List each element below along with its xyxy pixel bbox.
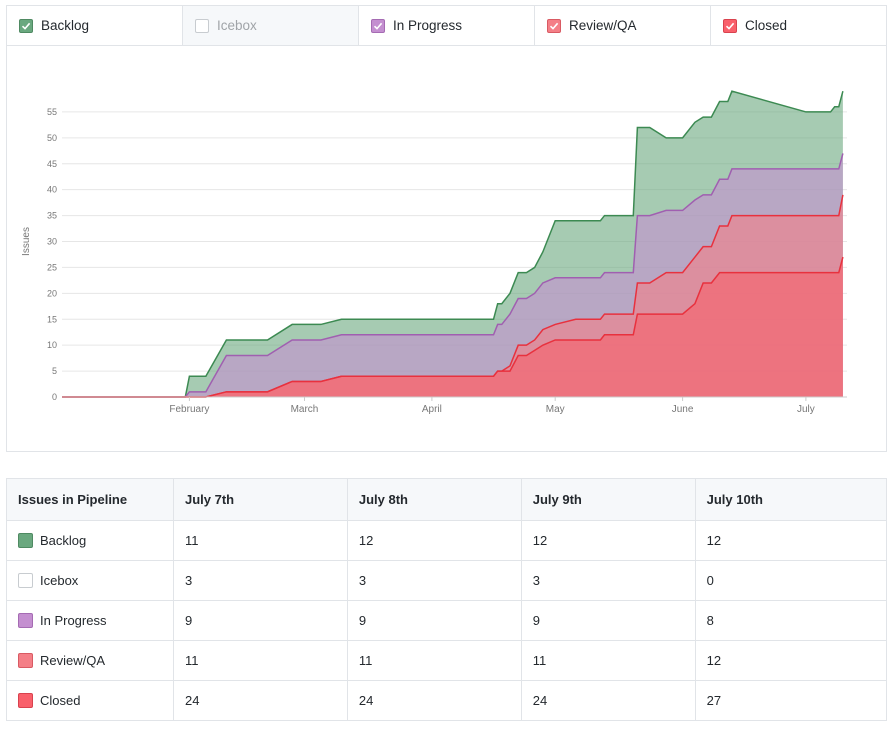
row-label: Closed [40, 693, 81, 708]
x-tick-label: February [169, 404, 209, 415]
y-tick-label: 0 [52, 392, 57, 402]
row-label-cell: Icebox [6, 560, 174, 601]
y-tick-label: 55 [47, 107, 57, 117]
table-row: Backlog 11 12 12 12 [6, 520, 888, 561]
table-cell: 11 [520, 640, 696, 681]
row-label-cell: Closed [6, 680, 174, 721]
legend-label: In Progress [393, 18, 463, 33]
table-cell: 9 [346, 600, 522, 641]
y-tick-label: 15 [47, 314, 57, 324]
chart-svg: 0 5 10 15 20 25 30 35 40 45 50 55 Issues February Marc… [21, 90, 847, 415]
row-label: Icebox [40, 573, 79, 588]
column-header: Issues in Pipeline [6, 478, 174, 521]
row-label: Backlog [40, 533, 87, 548]
y-tick-label: 35 [47, 211, 57, 221]
y-tick-label: 45 [47, 159, 57, 169]
y-tick-label: 10 [47, 340, 57, 350]
row-label-cell: In Progress [6, 600, 174, 641]
legend-toggle-in-progress[interactable]: In Progress [359, 6, 535, 45]
table-cell: 0 [694, 560, 888, 601]
table-row: Review/QA 11 11 11 12 [6, 640, 888, 681]
checkbox-checked-icon [19, 18, 33, 33]
y-tick-label: 25 [47, 262, 57, 272]
cumulative-flow-chart: 0 5 10 15 20 25 30 35 40 45 50 55 Issues February Marc… [6, 46, 887, 452]
x-tick-label: July [797, 404, 815, 415]
row-label-cell: Backlog [6, 520, 174, 561]
table-cell: 24 [173, 680, 348, 721]
closed-area [62, 257, 843, 397]
checkbox-checked-icon [723, 18, 737, 33]
color-swatch [18, 653, 33, 668]
table-cell: 3 [173, 560, 348, 601]
column-header: July 7th [173, 478, 348, 521]
legend-label: Icebox [217, 18, 257, 33]
table-header-row: Issues in Pipeline July 7th July 8th Jul… [6, 478, 888, 521]
table-cell: 12 [694, 640, 888, 681]
legend-label: Backlog [41, 18, 90, 33]
legend-toggle-review-qa[interactable]: Review/QA [535, 6, 711, 45]
column-header: July 10th [694, 478, 888, 521]
x-tick-label: May [546, 404, 565, 415]
backlog-line [62, 90, 844, 398]
series-toggle-bar: Backlog Icebox In Progress Review/QA Clo… [6, 5, 887, 46]
color-swatch [18, 613, 33, 628]
table-row: In Progress 9 9 9 8 [6, 600, 888, 641]
in-progress-line [62, 153, 844, 398]
table-cell: 9 [520, 600, 696, 641]
row-label: In Progress [40, 613, 107, 628]
y-tick-label: 30 [47, 237, 57, 247]
x-tick-label: March [291, 404, 319, 415]
y-tick-label: 40 [47, 185, 57, 195]
legend-label: Closed [745, 18, 788, 33]
row-label: Review/QA [40, 653, 106, 668]
legend-label: Review/QA [569, 18, 637, 33]
table-cell: 27 [694, 680, 888, 721]
table-cell: 11 [173, 640, 348, 681]
closed-line [62, 256, 844, 398]
column-header: July 8th [346, 478, 522, 521]
table-cell: 8 [694, 600, 888, 641]
y-axis-label: Issues [21, 227, 32, 256]
table-cell: 9 [173, 600, 348, 641]
legend-toggle-icebox[interactable]: Icebox [183, 6, 359, 45]
table-cell: 12 [694, 520, 888, 561]
table-cell: 12 [520, 520, 696, 561]
color-swatch [18, 533, 33, 548]
y-tick-label: 50 [47, 133, 57, 143]
table-cell: 24 [346, 680, 522, 721]
pipeline-table: Issues in Pipeline July 7th July 8th Jul… [6, 478, 888, 721]
table-row: Icebox 3 3 3 0 [6, 560, 888, 601]
y-tick-label: 20 [47, 288, 57, 298]
y-tick-label: 5 [52, 366, 57, 376]
checkbox-unchecked-icon [195, 18, 209, 33]
color-swatch [18, 693, 33, 708]
legend-toggle-backlog[interactable]: Backlog [7, 6, 183, 45]
legend-toggle-closed[interactable]: Closed [711, 6, 886, 45]
table-cell: 11 [173, 520, 348, 561]
table-cell: 3 [346, 560, 522, 601]
table-cell: 3 [520, 560, 696, 601]
column-header: July 9th [520, 478, 696, 521]
checkbox-checked-icon [371, 18, 385, 33]
table-cell: 12 [346, 520, 522, 561]
table-row: Closed 24 24 24 27 [6, 680, 888, 721]
x-tick-label: June [672, 404, 694, 415]
table-cell: 24 [520, 680, 696, 721]
color-swatch [18, 573, 33, 588]
table-cell: 11 [346, 640, 522, 681]
checkbox-checked-icon [547, 18, 561, 33]
x-tick-label: April [422, 404, 442, 415]
row-label-cell: Review/QA [6, 640, 174, 681]
